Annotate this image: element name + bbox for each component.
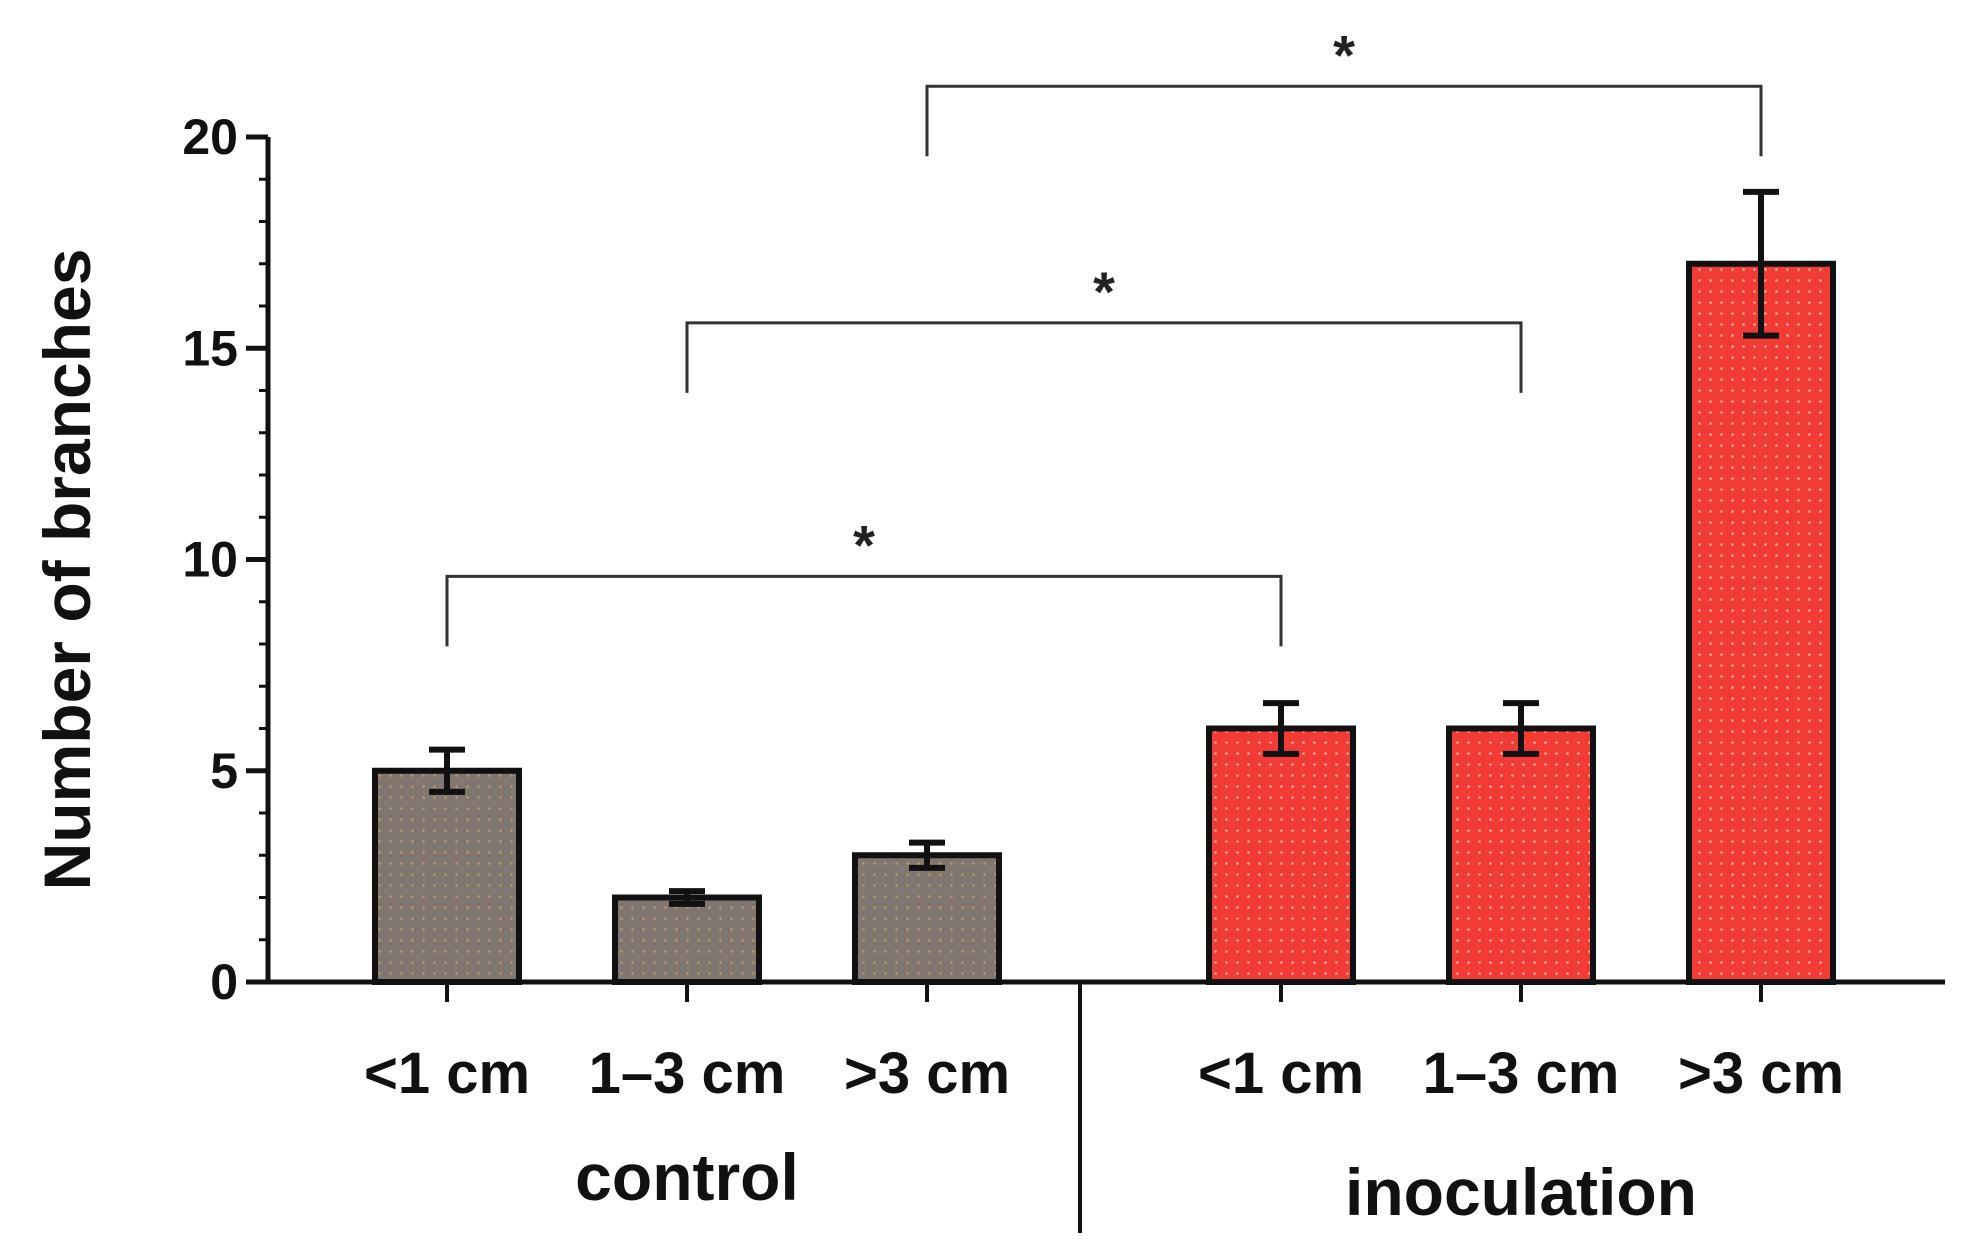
y-axis-title: Number of branches bbox=[30, 249, 104, 891]
bar-inoculation-3 bbox=[1686, 260, 1836, 985]
x-category-label: 1–3 cm bbox=[589, 1041, 786, 1106]
error-bar bbox=[1743, 188, 1779, 339]
significance-asterisk: * bbox=[853, 513, 875, 576]
bar-control-3 bbox=[852, 852, 1002, 985]
error-bar bbox=[669, 888, 705, 907]
significance-brackets: * * * bbox=[445, 23, 1763, 647]
bar-inoculation-1 bbox=[1206, 725, 1356, 985]
y-tick-label: 20 bbox=[182, 109, 238, 165]
x-category-label: <1 cm bbox=[1198, 1041, 1364, 1106]
x-category-label: 1–3 cm bbox=[1423, 1041, 1620, 1106]
significance-bracket: * bbox=[685, 260, 1523, 393]
group-label-control: control bbox=[575, 1140, 799, 1214]
bar-control-1 bbox=[372, 767, 522, 985]
y-tick-label: 10 bbox=[182, 532, 238, 588]
y-tick-label: 15 bbox=[182, 320, 238, 376]
significance-asterisk: * bbox=[1093, 260, 1115, 323]
y-tick-label: 0 bbox=[210, 954, 238, 1010]
error-bar bbox=[909, 839, 945, 871]
error-bar bbox=[1263, 700, 1299, 757]
x-category-label: <1 cm bbox=[364, 1041, 530, 1106]
significance-asterisk: * bbox=[1333, 23, 1355, 86]
bar-control-2 bbox=[612, 894, 762, 985]
y-axis: 0 5 10 15 20 bbox=[182, 109, 271, 1010]
x-category-label: >3 cm bbox=[844, 1041, 1010, 1106]
bar-inoculation-2 bbox=[1446, 725, 1596, 985]
error-bar bbox=[1503, 700, 1539, 757]
bars bbox=[372, 188, 1836, 985]
significance-bracket: * bbox=[445, 513, 1283, 647]
y-tick-label: 5 bbox=[210, 743, 238, 799]
x-axis: <1 cm 1–3 cm >3 cm <1 cm 1–3 cm >3 cm control i… bbox=[260, 979, 1945, 1233]
group-label-inoculation: inoculation bbox=[1345, 1155, 1697, 1229]
error-bar bbox=[429, 746, 465, 795]
significance-bracket: * bbox=[925, 23, 1763, 157]
x-category-label: >3 cm bbox=[1678, 1041, 1844, 1106]
